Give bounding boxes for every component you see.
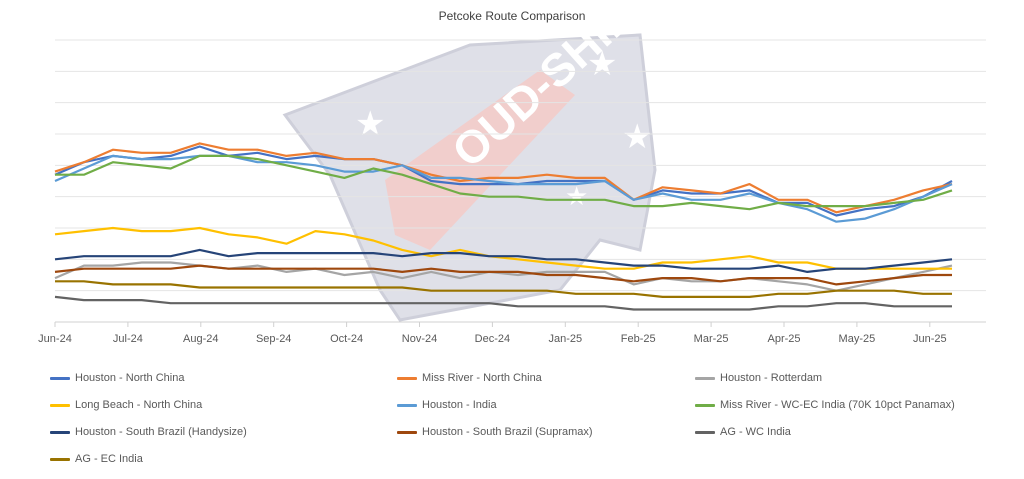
legend-swatch [695, 430, 715, 434]
x-tick-label: Aug-24 [183, 333, 218, 345]
series-line-7 [54, 248, 953, 273]
legend-swatch [397, 376, 417, 380]
legend-label: Miss River - North China [422, 372, 542, 384]
x-tick-label: Jan-25 [548, 333, 582, 345]
x-tick-label: Mar-25 [694, 333, 729, 345]
x-tick-label: Sep-24 [256, 333, 291, 345]
x-tick-label: Feb-25 [621, 333, 656, 345]
legend-label: Houston - India [422, 399, 497, 411]
legend-item: AG - WC India [695, 426, 791, 438]
legend-label: AG - EC India [75, 453, 143, 465]
legend-label: AG - WC India [720, 426, 791, 438]
legend-item: Miss River - North China [397, 372, 542, 384]
legend-item: Houston - India [397, 399, 497, 411]
watermark-star-4-icon: ★ [565, 181, 588, 211]
series-line-1 [54, 145, 953, 217]
legend-item: Miss River - WC-EC India (70K 10pct Pana… [695, 399, 955, 411]
x-tick-label: Oct-24 [330, 333, 363, 345]
series-line-9 [54, 295, 952, 311]
legend-item: AG - EC India [50, 453, 143, 465]
watermark-star-2-icon: ★ [587, 45, 617, 83]
legend-item: Houston - South Brazil (Handysize) [50, 426, 247, 438]
legend-item: Houston - South Brazil (Supramax) [397, 426, 593, 438]
x-tick-label: Dec-24 [475, 333, 510, 345]
legend-item: Houston - Rotterdam [695, 372, 822, 384]
legend-label: Long Beach - North China [75, 399, 203, 411]
legend-swatch [695, 376, 715, 380]
x-tick-label: Jul-24 [113, 333, 143, 345]
legend-label: Houston - South Brazil (Supramax) [422, 426, 593, 438]
legend-label: Miss River - WC-EC India (70K 10pct Pana… [720, 399, 955, 411]
x-tick-label: Jun-24 [38, 333, 72, 345]
x-tick-label: Apr-25 [767, 333, 800, 345]
legend-swatch [50, 430, 70, 434]
series-line-4 [54, 226, 952, 270]
watermark-star-3-icon: ★ [622, 118, 652, 156]
series-line-6 [55, 154, 953, 211]
x-tick-label: Nov-24 [402, 333, 437, 345]
legend-label: Houston - Rotterdam [720, 372, 823, 384]
series-line-10 [55, 280, 952, 298]
x-tick-label: May-25 [839, 333, 876, 345]
legend-swatch [50, 403, 70, 407]
series-line-2 [54, 142, 953, 214]
series-line-8 [54, 264, 952, 286]
watermark-star-1-icon: ★ [355, 105, 385, 143]
x-tick-label: Jun-25 [913, 333, 947, 345]
legend-label: Houston - North China [75, 372, 185, 384]
legend-item: Houston - North China [50, 372, 184, 384]
legend-item: Long Beach - North China [50, 399, 202, 411]
legend-swatch [695, 403, 715, 407]
chart-title: Petcoke Route Comparison [438, 9, 586, 23]
legend-label: Houston - South Brazil (Handysize) [75, 426, 247, 438]
legend-swatch [397, 430, 417, 434]
legend-swatch [397, 403, 417, 407]
legend-swatch [50, 376, 70, 380]
legend-swatch [50, 457, 70, 461]
